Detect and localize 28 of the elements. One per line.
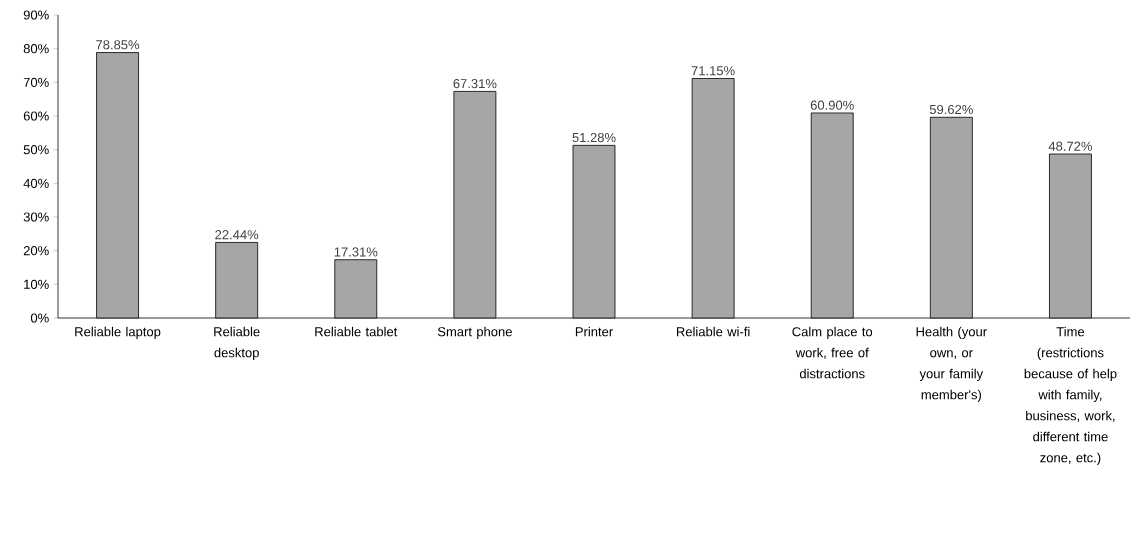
x-tick-label: Reliable desktop <box>214 326 260 360</box>
y-tick-label: 40% <box>23 178 49 188</box>
data-label: 51.28% <box>572 132 616 143</box>
y-tick-label: 20% <box>23 246 49 256</box>
y-tick-label: 10% <box>24 279 49 289</box>
y-tick-label: 80% <box>23 44 49 54</box>
data-label: 60.90% <box>810 100 854 110</box>
data-label: 71.15% <box>691 66 735 76</box>
x-tick-label: Reliable laptop <box>75 326 161 339</box>
data-label: 78.85% <box>96 40 140 50</box>
data-label: 22.44% <box>215 230 259 240</box>
data-label: 48.72% <box>1048 141 1093 151</box>
x-tick-label: Calm place to work, free of distractions <box>792 326 873 379</box>
data-label: 67.31% <box>453 78 497 89</box>
y-tick-label: 50% <box>23 145 49 155</box>
y-tick-label: 60% <box>23 111 49 121</box>
x-tick-label: Health (your own, or your family member's) <box>916 326 987 402</box>
y-tick-label: 90% <box>23 10 49 20</box>
x-tick-label: Smart phone <box>437 326 512 339</box>
data-label: 59.62% <box>929 104 973 115</box>
y-tick-label: 30% <box>23 212 49 222</box>
y-tick-label: 70% <box>23 77 49 87</box>
x-tick-label: Time (restrictions because of help with family, business, work, different time zone, etc.) <box>1024 326 1117 465</box>
data-label: 17.31% <box>334 247 378 257</box>
x-tick-label: Reliable wi-fi <box>676 326 750 337</box>
y-tick-label: 0% <box>30 313 49 323</box>
x-tick-label: Reliable tablet <box>315 326 398 337</box>
x-tick-label: Printer <box>575 326 613 337</box>
